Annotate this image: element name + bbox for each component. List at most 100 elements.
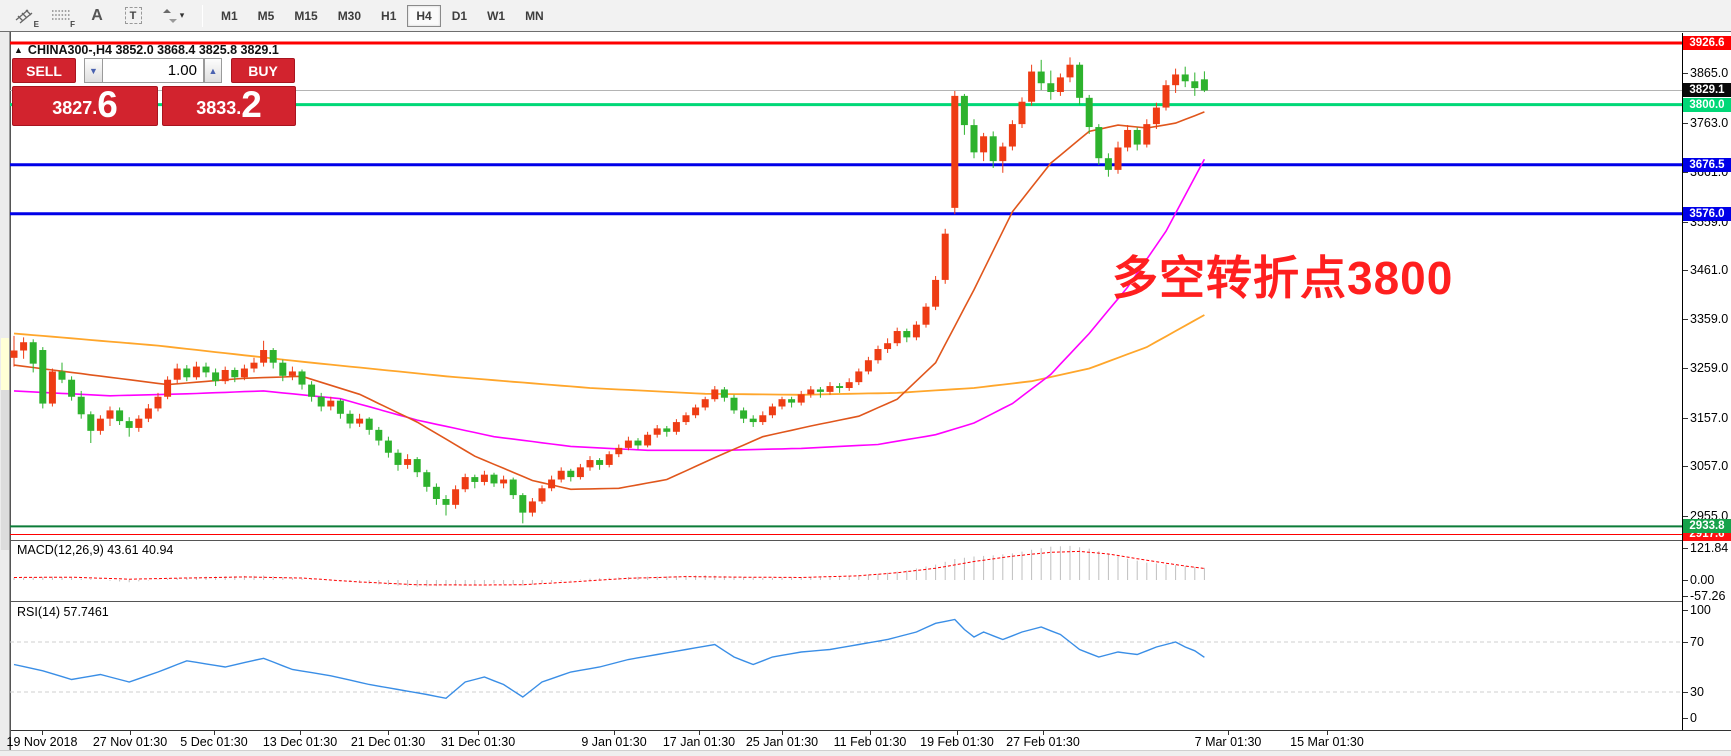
- price-tick-mark: [1683, 466, 1688, 468]
- price-tick-mark: [1683, 221, 1688, 223]
- left-panel-fragment: [1, 390, 9, 550]
- time-label: 21 Dec 01:30: [350, 735, 426, 749]
- price-tick-mark: [1683, 172, 1688, 174]
- left-panel-edge: [0, 32, 10, 756]
- price-tick-label: 3057.0: [1690, 459, 1729, 474]
- toolbar: E F A T ▾ M1 M5 M15 M30 H1 H4 D1 W1 MN: [0, 0, 1731, 32]
- indicator-axis-label: -57.26: [1690, 589, 1726, 603]
- indicator-tick-mark: [1683, 642, 1688, 643]
- sell-button[interactable]: SELL: [12, 58, 76, 83]
- price-badge-3676.5: 3676.5: [1683, 157, 1731, 172]
- indicator-tick-mark: [1683, 610, 1688, 611]
- time-label: 27 Feb 01:30: [1006, 735, 1080, 749]
- one-click-trading-panel: SELL ▼ ▲ BUY 3827. 6 3833. 2: [12, 58, 296, 126]
- indicator-axis-label: 30: [1690, 685, 1704, 699]
- indicator-axis-label: 0: [1690, 711, 1697, 725]
- time-tick-mark: [130, 731, 131, 735]
- arrows-icon[interactable]: ▾: [154, 4, 192, 28]
- text-icon[interactable]: T: [118, 4, 148, 28]
- letter-t: T: [124, 7, 142, 24]
- timeframe-buttons: M1 M5 M15 M30 H1 H4 D1 W1 MN: [211, 4, 554, 27]
- macd-label: MACD(12,26,9) 43.61 40.94: [17, 543, 174, 557]
- time-tick-mark: [957, 731, 958, 735]
- price-tick-label: 3461.0: [1690, 262, 1729, 277]
- time-tick-mark: [614, 731, 615, 735]
- timeframe-w1[interactable]: W1: [487, 8, 506, 23]
- time-tick-mark: [214, 731, 215, 735]
- indicator-tick-mark: [1683, 548, 1688, 549]
- indicator-tick-mark: [1683, 692, 1688, 693]
- timeframe-m30[interactable]: M30: [337, 8, 362, 23]
- timeframe-h4[interactable]: H4: [407, 4, 441, 27]
- price-badge-3800.0: 3800.0: [1683, 97, 1731, 112]
- time-label: 11 Feb 01:30: [833, 735, 907, 749]
- price-badge-3926.6: 3926.6: [1683, 36, 1731, 50]
- timeframe-m1[interactable]: M1: [221, 8, 238, 23]
- buy-price-main: 3833.: [196, 98, 242, 118]
- price-badge-2933.8: 2933.8: [1683, 519, 1731, 534]
- price-tick-label: 3763.0: [1690, 115, 1729, 130]
- time-tick-mark: [388, 731, 389, 735]
- volume-input[interactable]: [102, 58, 204, 83]
- rsi-label: RSI(14) 57.7461: [17, 605, 109, 619]
- time-tick-mark: [870, 731, 871, 735]
- indicator-tick-mark: [1683, 596, 1688, 597]
- time-tick-mark: [42, 731, 43, 735]
- time-label: 19 Feb 01:30: [920, 735, 994, 749]
- time-label: 15 Mar 01:30: [1290, 735, 1364, 749]
- time-tick-mark: [1228, 731, 1229, 735]
- price-tick-mark: [1683, 122, 1688, 124]
- collapse-panel-icon[interactable]: ▲: [14, 45, 23, 55]
- time-tick-mark: [1327, 731, 1328, 735]
- timeframe-d1[interactable]: D1: [451, 8, 468, 23]
- time-label: 27 Nov 01:30: [92, 735, 168, 749]
- time-tick-mark: [300, 731, 301, 735]
- time-label: 5 Dec 01:30: [180, 735, 248, 749]
- indicator-tick-mark: [1683, 718, 1688, 719]
- indicator-tick-mark: [1683, 580, 1688, 581]
- time-axis[interactable]: 19 Nov 2018 27 Nov 01:30 5 Dec 01:30 13 Dec…: [7, 730, 1731, 750]
- price-tick-mark: [1683, 516, 1688, 518]
- equidistant-channel-icon[interactable]: E: [10, 4, 40, 29]
- tool-sub-label: E: [33, 19, 39, 29]
- price-tick-mark: [1683, 368, 1688, 370]
- letter-a: A: [91, 6, 103, 24]
- price-tick-label: 3359.0: [1690, 312, 1729, 327]
- price-axis-border: [1682, 33, 1683, 730]
- buy-button[interactable]: BUY: [231, 58, 295, 83]
- time-label: 19 Nov 2018: [6, 735, 78, 749]
- price-badge-3576.0: 3576.0: [1683, 206, 1731, 221]
- price-tick-label: 3865.0: [1690, 66, 1729, 80]
- timeframe-mn[interactable]: MN: [525, 8, 544, 23]
- chart-canvas[interactable]: [10, 33, 1682, 730]
- symbol-header: ▲ CHINA300-,H4 3852.0 3868.4 3825.8 3829…: [14, 43, 279, 57]
- indicator-axis-label: 0.00: [1690, 573, 1715, 587]
- sell-price-main: 3827.: [52, 98, 98, 118]
- timeframe-m5[interactable]: M5: [257, 8, 275, 23]
- price-tick-label: 3259.0: [1690, 361, 1729, 376]
- price-tick-label: 3157.0: [1690, 410, 1729, 425]
- tool-sub-label: F: [70, 19, 75, 29]
- time-label: 9 Jan 01:30: [581, 735, 647, 749]
- buy-price[interactable]: 3833. 2: [162, 86, 296, 126]
- sell-price[interactable]: 3827. 6: [12, 86, 158, 126]
- time-label: 31 Dec 01:30: [440, 735, 516, 749]
- price-axis[interactable]: 3865.0 3763.0 3661.0 3559.0 3461.0 3359.0 3259…: [1683, 33, 1731, 730]
- sell-price-pips: 6: [97, 84, 118, 125]
- price-badge-3829.1: 3829.1: [1683, 83, 1731, 98]
- price-tick-mark: [1683, 73, 1688, 74]
- text-label-icon[interactable]: A: [82, 4, 112, 28]
- time-tick-mark: [478, 731, 479, 735]
- fibonacci-retracement-icon[interactable]: F: [46, 4, 76, 29]
- volume-decrease-button[interactable]: ▼: [84, 58, 102, 83]
- indicator-axis-label: 100: [1690, 603, 1711, 617]
- volume-increase-button[interactable]: ▲: [204, 58, 222, 83]
- price-tick-mark: [1683, 417, 1688, 419]
- chart-window-border: [10, 32, 11, 756]
- time-tick-mark: [699, 731, 700, 735]
- time-label: 7 Mar 01:30: [1194, 735, 1262, 749]
- timeframe-m15[interactable]: M15: [294, 8, 318, 23]
- window-bottom-edge: [0, 750, 1731, 756]
- timeframe-h1[interactable]: H1: [381, 8, 397, 23]
